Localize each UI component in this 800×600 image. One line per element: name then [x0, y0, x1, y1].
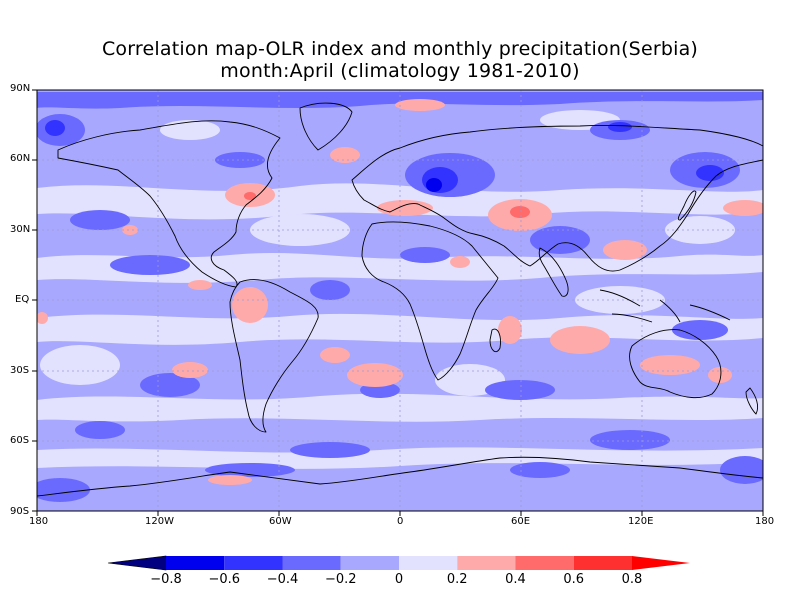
antarctica-coast [37, 456, 763, 497]
southeast-asia-islands [599, 289, 731, 323]
colorbar-tick-label: 0.2 [446, 572, 468, 587]
map-subtitle: month:April (climatology 1981-2010) [220, 60, 580, 82]
new-zealand-coast [745, 387, 759, 415]
colorbar-tick-label: −0.6 [208, 572, 241, 587]
colorbar-segment [457, 556, 516, 570]
lon-label-0: 0 [397, 516, 404, 527]
lon-label-120e: 120E [628, 516, 654, 527]
map-title: Correlation map-OLR index and monthly pr… [101, 38, 699, 60]
colorbar-end-low [107, 555, 167, 571]
colorbar-tick-label: −0.8 [150, 572, 182, 587]
colorbar-tick-label: −0.2 [324, 572, 357, 587]
africa-coast [361, 221, 499, 381]
colorbar-segment [224, 556, 283, 570]
lat-label-eq: EQ [15, 294, 30, 305]
australia-coast [629, 329, 722, 399]
lon-label-60e: 60E [511, 516, 531, 527]
lon-label-180w: 180 [29, 516, 49, 527]
lat-label-90s: 90S [10, 506, 30, 517]
south-america-coast [229, 279, 319, 433]
lat-label-30n: 30N [10, 224, 31, 235]
lat-label-60n: 60N [10, 153, 31, 164]
colorbar-tick-label: 0 [394, 572, 404, 587]
colorbar [107, 555, 690, 571]
colorbar-segment [515, 556, 574, 570]
lon-label-120w: 120W [145, 516, 174, 527]
strong-positive-regions [244, 192, 530, 218]
lat-label-90n: 90N [10, 83, 31, 94]
correlation-field [37, 90, 763, 511]
greenland-coast [299, 102, 353, 151]
gridlines [37, 90, 763, 511]
lon-label-60w: 60W [269, 516, 292, 527]
axis-ticks [32, 89, 764, 516]
lat-label-30s: 30S [10, 365, 30, 376]
colorbar-tick-label: 0.8 [621, 572, 643, 587]
colorbar-segment [166, 556, 225, 570]
north-america-coast [57, 120, 281, 288]
colorbar-tick-label: 0.4 [505, 572, 526, 587]
eurasia-coast [351, 125, 763, 272]
positive-regions [37, 99, 763, 485]
strongest-negative-region [426, 178, 442, 192]
lat-label-60s: 60S [10, 435, 30, 446]
colorbar-tick-label: 0.6 [563, 572, 585, 587]
japan-coast [677, 190, 697, 221]
india-coast [538, 247, 569, 297]
colorbar-end-high [632, 556, 690, 570]
colorbar-segment [573, 556, 632, 570]
lon-label-180e: 180 [755, 516, 775, 527]
madagascar-coast [489, 328, 501, 353]
coastlines [37, 102, 763, 497]
colorbar-segment [282, 556, 341, 570]
colorbar-segment [340, 556, 399, 570]
colorbar-tick-label: −0.4 [266, 572, 299, 587]
colorbar-segment [399, 556, 458, 570]
